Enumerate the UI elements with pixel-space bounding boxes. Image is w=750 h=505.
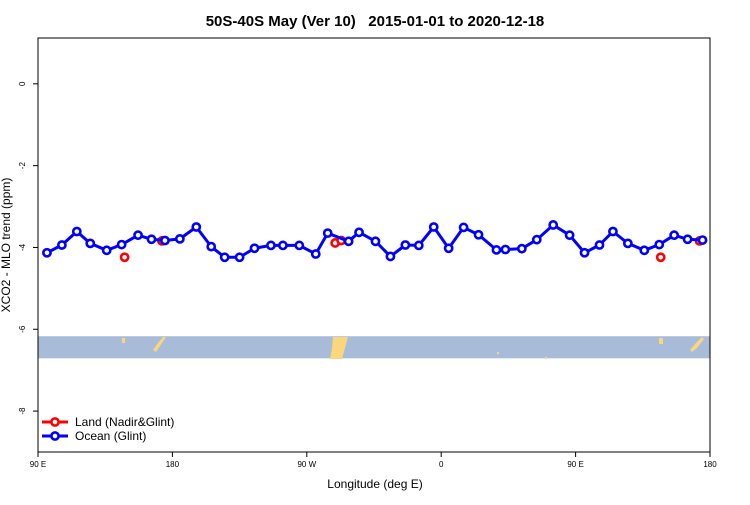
data-point xyxy=(516,243,527,254)
legend: Land (Nadir&Glint)Ocean (Glint) xyxy=(42,415,174,443)
series-ocean-glint- xyxy=(42,220,708,263)
land-blob xyxy=(545,357,547,359)
plot-frame xyxy=(37,37,711,453)
data-point xyxy=(294,240,305,251)
data-point xyxy=(594,240,605,250)
axes: 90 E 180 90 W 0 90 E 180 0 -2 -4 -6 -8 xyxy=(18,81,717,469)
data-point xyxy=(669,230,680,241)
data-point xyxy=(622,238,633,249)
x-tick-label: 180 xyxy=(703,460,717,469)
land-blob xyxy=(690,337,704,352)
x-tick-label: 180 xyxy=(166,460,180,469)
data-point xyxy=(71,226,82,237)
land-blob xyxy=(153,337,166,352)
data-point xyxy=(160,235,170,246)
land-blob xyxy=(659,338,663,344)
land-blobs xyxy=(122,337,704,359)
data-point xyxy=(655,252,666,263)
data-point xyxy=(174,233,185,244)
data-point xyxy=(266,240,276,251)
y-tick-label: -4 xyxy=(18,243,27,251)
data-point xyxy=(234,252,245,263)
data-point xyxy=(639,245,650,256)
data-point xyxy=(219,252,230,263)
data-point xyxy=(56,240,67,250)
data-point xyxy=(322,228,333,239)
y-tick-label: -8 xyxy=(18,407,27,415)
data-point xyxy=(278,240,288,251)
legend-marker xyxy=(50,417,60,427)
data-point xyxy=(385,251,396,262)
x-axis-label: Longitude (deg E) xyxy=(327,477,422,491)
legend-label: Land (Nadir&Glint) xyxy=(75,415,174,429)
data-point xyxy=(116,239,127,250)
land-blob xyxy=(122,338,125,343)
x-tick-label: 0 xyxy=(439,460,444,469)
data-point xyxy=(500,244,511,255)
series-marks xyxy=(42,220,708,263)
data-point xyxy=(697,235,708,245)
y-tick-label: -6 xyxy=(18,325,27,333)
data-point xyxy=(133,230,143,241)
data-point xyxy=(579,247,590,258)
data-point xyxy=(42,247,52,258)
land-ocean-band xyxy=(38,336,710,359)
chart-title: 50S-40S May (Ver 10) 2015-01-01 to 2020-… xyxy=(206,13,545,30)
x-tick-label: 90 E xyxy=(30,460,46,469)
data-point xyxy=(101,245,112,256)
data-point xyxy=(682,234,693,245)
land-blob xyxy=(497,352,499,354)
data-point xyxy=(443,243,454,254)
data-point xyxy=(458,222,469,233)
y-tick-label: -2 xyxy=(18,162,27,170)
x-tick-label: 90 E xyxy=(567,460,583,469)
data-point xyxy=(85,238,96,249)
y-tick-label: 0 xyxy=(18,81,27,86)
data-point xyxy=(531,234,542,245)
data-point xyxy=(491,245,502,255)
data-point xyxy=(343,236,354,247)
x-tick-label: 90 W xyxy=(297,460,316,469)
data-point xyxy=(191,222,202,232)
land-blob xyxy=(330,337,348,359)
data-point xyxy=(608,226,618,237)
data-point xyxy=(548,220,559,230)
data-point xyxy=(310,249,321,259)
data-point xyxy=(206,241,217,252)
data-point xyxy=(249,243,260,254)
legend-marker xyxy=(50,431,60,441)
data-point xyxy=(146,234,157,245)
ocean-band xyxy=(38,336,710,359)
data-point xyxy=(473,229,484,240)
data-point xyxy=(354,227,364,238)
data-point xyxy=(119,252,130,263)
data-point xyxy=(413,240,424,251)
data-point xyxy=(370,236,381,247)
y-axis-label: XCO2 - MLO trend (ppm) xyxy=(0,178,13,313)
data-point xyxy=(654,239,665,250)
data-point xyxy=(428,222,439,232)
data-point xyxy=(400,240,411,250)
legend-label: Ocean (Glint) xyxy=(75,429,146,443)
data-point xyxy=(564,230,575,241)
